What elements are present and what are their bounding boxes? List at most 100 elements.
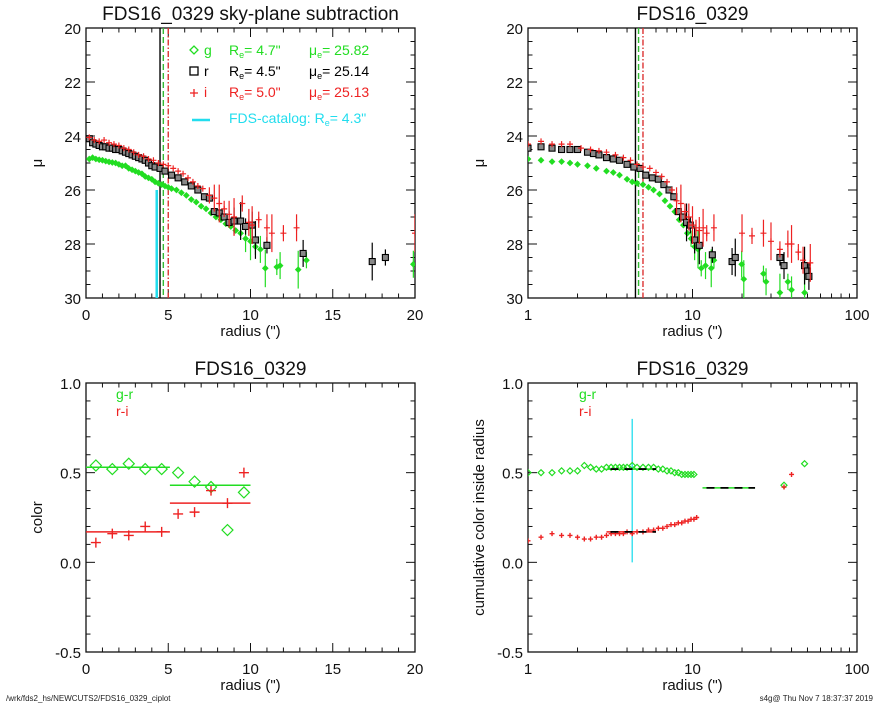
y-tick-label: 22 xyxy=(506,75,523,92)
data-point xyxy=(636,164,644,172)
data-point xyxy=(687,470,695,479)
x-axis-label: radius (") xyxy=(662,323,722,340)
data-point xyxy=(559,532,565,538)
data-point xyxy=(528,468,532,477)
data-point xyxy=(628,178,636,186)
data-point xyxy=(599,534,605,540)
data-point xyxy=(221,205,228,212)
y-axis-label: μ xyxy=(471,159,488,168)
y-tick-label: 22 xyxy=(64,75,81,92)
data-point xyxy=(795,249,802,256)
data-point xyxy=(616,171,623,179)
y-axis-label: color xyxy=(29,501,46,534)
x-axis-label: radius (") xyxy=(220,677,280,694)
x-tick-label: 100 xyxy=(844,307,869,324)
series-r xyxy=(86,135,389,281)
data-point xyxy=(603,149,610,156)
data-point xyxy=(697,264,705,272)
y-tick-label: -0.5 xyxy=(55,645,81,662)
x-tick-label: 0 xyxy=(82,307,90,324)
data-point xyxy=(805,272,813,280)
series-g-r xyxy=(528,459,809,490)
data-point xyxy=(178,189,185,197)
data-point xyxy=(140,153,147,160)
data-point xyxy=(685,518,691,524)
data-point xyxy=(692,224,699,231)
data-point xyxy=(86,134,93,141)
data-point xyxy=(646,165,653,172)
data-point xyxy=(276,262,284,269)
data-point xyxy=(91,137,98,144)
legend: g-rr-i xyxy=(116,386,133,419)
data-point xyxy=(189,178,196,185)
data-point xyxy=(670,468,679,477)
legend: g-rr-i xyxy=(579,386,596,419)
data-point xyxy=(120,145,127,152)
y-tick-label: 28 xyxy=(506,237,523,254)
data-point xyxy=(175,168,182,175)
legend-band-label: r xyxy=(204,63,209,79)
data-point xyxy=(538,138,545,145)
data-point xyxy=(184,174,191,181)
data-point xyxy=(666,202,674,210)
data-point xyxy=(767,238,774,245)
data-point xyxy=(110,141,117,148)
data-point xyxy=(681,208,688,215)
data-point xyxy=(588,536,594,542)
data-point xyxy=(623,160,631,168)
data-point xyxy=(566,145,574,154)
data-point xyxy=(303,256,310,264)
data-point xyxy=(280,230,287,237)
data-point xyxy=(557,467,566,475)
data-point xyxy=(639,181,647,188)
data-point xyxy=(584,162,591,170)
x-tick-label: 5 xyxy=(164,661,172,678)
x-tick-label: 10 xyxy=(684,661,701,678)
x-tick-label: 10 xyxy=(242,307,259,324)
data-point xyxy=(603,532,609,538)
data-point xyxy=(702,262,709,269)
data-point xyxy=(261,264,269,272)
data-point xyxy=(194,182,201,189)
data-point xyxy=(685,214,692,220)
plot-frame xyxy=(85,382,416,653)
data-point xyxy=(661,197,669,205)
data-point xyxy=(245,219,252,226)
data-point xyxy=(581,536,587,542)
data-point xyxy=(633,179,641,187)
data-point xyxy=(168,185,175,193)
series-r-i xyxy=(90,467,249,548)
plot-frame xyxy=(527,382,858,653)
data-point xyxy=(602,463,611,472)
data-point xyxy=(528,141,531,148)
data-point xyxy=(293,224,300,231)
data-point xyxy=(660,525,666,531)
data-point xyxy=(603,167,610,175)
data-point xyxy=(558,145,566,154)
data-point xyxy=(574,160,581,168)
data-point xyxy=(780,262,788,270)
y-tick-label: 24 xyxy=(64,129,81,146)
legend: g Re= 4.7" μe= 25.82 r Re= 4.5" μe= 25.14 i Re=… xyxy=(189,42,369,128)
data-point xyxy=(150,157,157,164)
data-point xyxy=(239,200,246,207)
y-tick-label: 24 xyxy=(506,129,523,146)
data-point xyxy=(731,253,739,262)
x-tick-label: 1 xyxy=(524,661,532,678)
data-point xyxy=(668,187,675,193)
y-tick-label: 1.0 xyxy=(502,376,523,393)
data-point xyxy=(251,236,259,244)
data-point xyxy=(689,222,696,229)
data-point xyxy=(187,196,195,203)
data-point xyxy=(580,461,589,470)
data-point xyxy=(634,161,641,168)
x-tick-label: 5 xyxy=(164,307,172,324)
data-point xyxy=(740,275,748,283)
series-g xyxy=(528,155,808,298)
data-point xyxy=(192,198,200,206)
footer-path: /wrk/fds2_hs/NEWCUTS2/FDS16_0329_ciplot xyxy=(6,694,171,703)
data-point xyxy=(268,230,275,237)
